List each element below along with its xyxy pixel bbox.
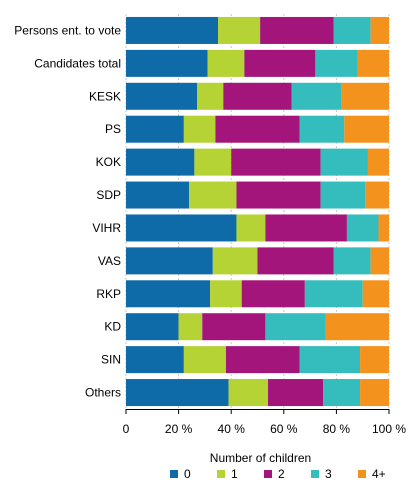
category-label: Candidates total: [34, 56, 121, 70]
legend-label: 2: [278, 467, 285, 481]
bar-segment-3-series-2: [215, 115, 300, 143]
category-label: PS: [105, 122, 121, 136]
x-axis-ticks: 0 20 % 40 % 60 % 80 % 100 %: [123, 409, 406, 436]
x-tick-label: 100 %: [372, 422, 406, 436]
bar-segment-10-series-1: [183, 346, 226, 374]
bar-segment-6-series-3: [346, 214, 379, 242]
bar-segment-7-series-0: [126, 247, 213, 275]
bar-segment-9-series-1: [178, 313, 203, 341]
x-tick-label: 20 %: [165, 422, 193, 436]
bar-segment-5-series-3: [320, 181, 366, 209]
bar-segment-11-series-2: [268, 379, 324, 407]
bar-segment-4-series-4+: [367, 148, 389, 176]
bar-segment-0-series-1: [218, 16, 261, 44]
category-label: KOK: [96, 155, 121, 169]
bar-segment-0-series-3: [333, 16, 371, 44]
category-label: VIHR: [92, 221, 121, 235]
bar-segment-8-series-1: [210, 280, 242, 308]
x-tick-label: 40 %: [218, 422, 246, 436]
bar-segment-3-series-0: [126, 115, 184, 143]
bar-segment-2-series-2: [223, 82, 292, 110]
legend-label: 0: [184, 467, 191, 481]
bar-segment-9-series-0: [126, 313, 179, 341]
bar-segment-1-series-1: [207, 49, 245, 77]
bar-segment-1-series-2: [244, 49, 316, 77]
bar-segment-10-series-3: [299, 346, 361, 374]
bar-segment-9-series-2: [202, 313, 266, 341]
bar-segment-10-series-4+: [360, 346, 389, 374]
bar-segment-10-series-2: [225, 346, 300, 374]
bar-segment-1-series-3: [315, 49, 358, 77]
bar-segment-5-series-4+: [365, 181, 389, 209]
bar-segment-0-series-4+: [370, 16, 389, 44]
category-labels: Persons ent. to vote Candidates total KESK…: [14, 23, 121, 399]
x-tick-label: 60 %: [270, 422, 298, 436]
bar-segment-3-series-3: [299, 115, 345, 143]
bar-segment-8-series-0: [126, 280, 211, 308]
bar-segment-11-series-4+: [360, 379, 389, 407]
legend-label: 4+: [372, 467, 386, 481]
x-tick-label: 0: [123, 422, 130, 436]
category-label: KESK: [89, 89, 121, 103]
category-label: SIN: [101, 353, 121, 367]
bar-segment-11-series-0: [126, 379, 229, 407]
bar-segment-7-series-3: [333, 247, 371, 275]
bar-segment-0-series-2: [260, 16, 334, 44]
bars: [126, 16, 389, 407]
category-label: SDP: [96, 188, 121, 202]
legend: Number of children 0 1 2 3 4+: [170, 451, 386, 481]
bar-segment-6-series-4+: [378, 214, 389, 242]
bar-segment-5-series-1: [189, 181, 237, 209]
bar-segment-7-series-4+: [370, 247, 389, 275]
bar-segment-1-series-0: [126, 49, 208, 77]
legend-swatch-1: [217, 470, 225, 478]
bar-segment-4-series-3: [320, 148, 368, 176]
bar-segment-1-series-4+: [357, 49, 389, 77]
bar-segment-6-series-0: [126, 214, 237, 242]
bar-segment-3-series-4+: [344, 115, 389, 143]
category-label: KD: [104, 320, 121, 334]
legend-label: 1: [231, 467, 238, 481]
bar-segment-8-series-3: [304, 280, 363, 308]
bar-segment-4-series-0: [126, 148, 195, 176]
bar-segment-2-series-3: [291, 82, 342, 110]
category-label: RKP: [96, 287, 121, 301]
bar-segment-11-series-1: [228, 379, 269, 407]
bar-segment-9-series-4+: [325, 313, 389, 341]
bar-segment-6-series-2: [265, 214, 347, 242]
gridlines: [125, 14, 390, 409]
bar-segment-4-series-2: [231, 148, 321, 176]
bar-segment-2-series-0: [126, 82, 198, 110]
bar-segment-5-series-0: [126, 181, 190, 209]
bar-segment-5-series-2: [236, 181, 321, 209]
bar-segment-6-series-1: [236, 214, 266, 242]
bar-segment-7-series-1: [212, 247, 258, 275]
legend-swatch-2: [264, 470, 272, 478]
legend-label: 3: [325, 467, 332, 481]
bar-segment-7-series-2: [257, 247, 334, 275]
bar-segment-8-series-2: [241, 280, 305, 308]
bar-segment-11-series-3: [323, 379, 361, 407]
category-label: VAS: [98, 254, 121, 268]
category-label: Others: [85, 386, 121, 400]
x-tick-label: 80 %: [323, 422, 351, 436]
legend-swatch-4+: [358, 470, 366, 478]
legend-swatch-0: [170, 470, 178, 478]
category-label: Persons ent. to vote: [14, 23, 121, 37]
bar-segment-3-series-1: [183, 115, 216, 143]
legend-title: Number of children: [210, 451, 311, 465]
legend-swatch-3: [311, 470, 319, 478]
bar-segment-9-series-3: [265, 313, 326, 341]
bar-segment-10-series-0: [126, 346, 184, 374]
bar-segment-2-series-4+: [341, 82, 389, 110]
bar-segment-8-series-4+: [362, 280, 389, 308]
bar-segment-0-series-0: [126, 16, 219, 44]
bar-segment-4-series-1: [194, 148, 232, 176]
bar-segment-2-series-1: [197, 82, 224, 110]
